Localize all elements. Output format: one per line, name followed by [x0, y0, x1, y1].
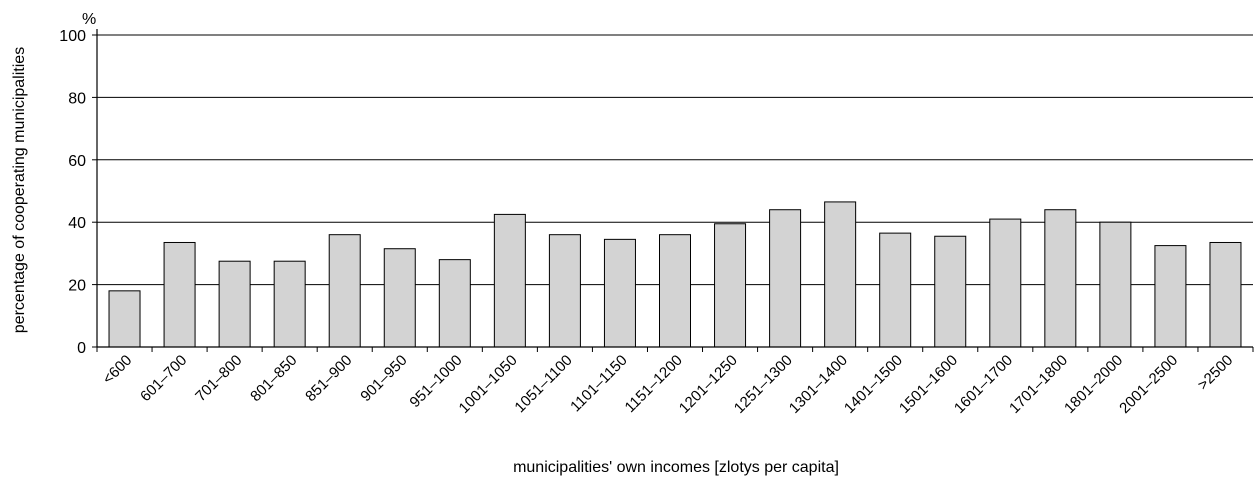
x-tick-label: 951–1000 [406, 352, 465, 411]
x-tick-label: 2001–2500 [1116, 352, 1181, 417]
y-axis-title: percentage of cooperating municipalities [11, 47, 28, 333]
x-tick-label: 901–950 [357, 352, 410, 405]
bar [934, 235, 967, 348]
y-unit-label: % [82, 11, 96, 28]
x-tick-label: 801–850 [247, 352, 300, 405]
x-tick-label: 601–700 [137, 352, 190, 405]
x-tick-label: 851–900 [302, 352, 355, 405]
bar [383, 248, 416, 348]
x-tick-label: 1051–1100 [511, 352, 575, 416]
x-tick-label: 1251–1300 [731, 352, 796, 417]
bar [1099, 221, 1132, 348]
bar [163, 241, 196, 348]
x-tick-label: 1501–1600 [896, 352, 961, 417]
bar [548, 234, 581, 348]
bar [879, 232, 912, 348]
x-tick-label: 1201–1250 [676, 352, 741, 417]
bar [769, 209, 802, 348]
bar [1044, 209, 1077, 348]
bar [493, 213, 526, 348]
bar [603, 238, 636, 348]
bar [1209, 241, 1242, 348]
bar [273, 260, 306, 348]
bars [108, 201, 1242, 348]
bar [659, 234, 691, 348]
x-tick-label: 1301–1400 [786, 352, 851, 417]
x-tick-label: 1101–1150 [567, 352, 631, 416]
x-tick-label: 1801–2000 [1061, 352, 1126, 417]
bar [218, 260, 251, 348]
axes [92, 29, 1254, 352]
x-tick-label: 1001–1050 [456, 352, 521, 417]
y-tick-label: 20 [68, 278, 86, 295]
bar [1154, 245, 1187, 348]
bar [438, 259, 471, 348]
x-axis-title: municipalities' own incomes [zlotys per … [513, 459, 839, 476]
y-tick-label: 60 [68, 153, 86, 170]
x-tick-label: >2500 [1194, 352, 1236, 394]
x-tick-label: 1401–1500 [841, 352, 906, 417]
y-tick-label: 100 [59, 28, 86, 45]
y-tick-label: 80 [68, 90, 86, 107]
bar [989, 218, 1022, 348]
x-tick-label: 701–800 [192, 352, 245, 405]
y-tick-label: 40 [68, 215, 86, 232]
y-tick-label: 0 [77, 340, 86, 357]
x-tick-label: 1601–1700 [951, 352, 1016, 417]
bar [714, 223, 747, 348]
x-tick-label: 1701–1800 [1006, 352, 1071, 417]
bar [824, 201, 857, 348]
bar [328, 234, 361, 348]
bar [108, 290, 141, 348]
x-tick-label: <600 [99, 352, 135, 388]
